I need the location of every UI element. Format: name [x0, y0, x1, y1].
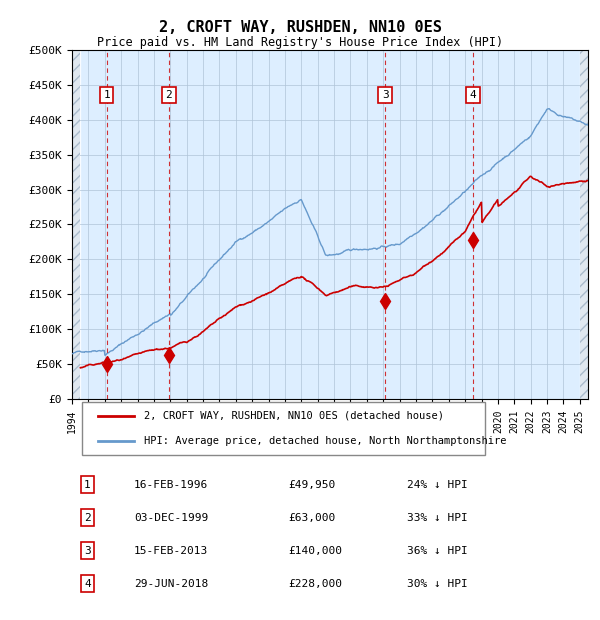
- Text: 16-FEB-1996: 16-FEB-1996: [134, 480, 208, 490]
- Text: 1: 1: [103, 90, 110, 100]
- Text: £63,000: £63,000: [289, 513, 336, 523]
- Text: £228,000: £228,000: [289, 578, 343, 588]
- Bar: [580, 50, 588, 399]
- Text: HPI: Average price, detached house, North Northamptonshire: HPI: Average price, detached house, Nort…: [144, 436, 507, 446]
- Text: 36% ↓ HPI: 36% ↓ HPI: [407, 546, 468, 556]
- Text: 1: 1: [84, 480, 91, 490]
- Text: 2, CROFT WAY, RUSHDEN, NN10 0ES: 2, CROFT WAY, RUSHDEN, NN10 0ES: [158, 20, 442, 35]
- Text: 2, CROFT WAY, RUSHDEN, NN10 0ES (detached house): 2, CROFT WAY, RUSHDEN, NN10 0ES (detache…: [144, 410, 444, 421]
- Text: 2: 2: [84, 513, 91, 523]
- Text: 03-DEC-1999: 03-DEC-1999: [134, 513, 208, 523]
- Text: 24% ↓ HPI: 24% ↓ HPI: [407, 480, 468, 490]
- FancyBboxPatch shape: [82, 402, 485, 455]
- Text: 3: 3: [382, 90, 389, 100]
- Bar: [580, 50, 588, 399]
- Text: 29-JUN-2018: 29-JUN-2018: [134, 578, 208, 588]
- Text: 4: 4: [470, 90, 476, 100]
- Text: 15-FEB-2013: 15-FEB-2013: [134, 546, 208, 556]
- Bar: [72, 50, 80, 399]
- Bar: [72, 50, 80, 399]
- Text: 33% ↓ HPI: 33% ↓ HPI: [407, 513, 468, 523]
- Text: Price paid vs. HM Land Registry's House Price Index (HPI): Price paid vs. HM Land Registry's House …: [97, 36, 503, 48]
- Text: 30% ↓ HPI: 30% ↓ HPI: [407, 578, 468, 588]
- Text: 4: 4: [84, 578, 91, 588]
- Text: 3: 3: [84, 546, 91, 556]
- Text: 2: 2: [166, 90, 172, 100]
- Text: £49,950: £49,950: [289, 480, 336, 490]
- Text: £140,000: £140,000: [289, 546, 343, 556]
